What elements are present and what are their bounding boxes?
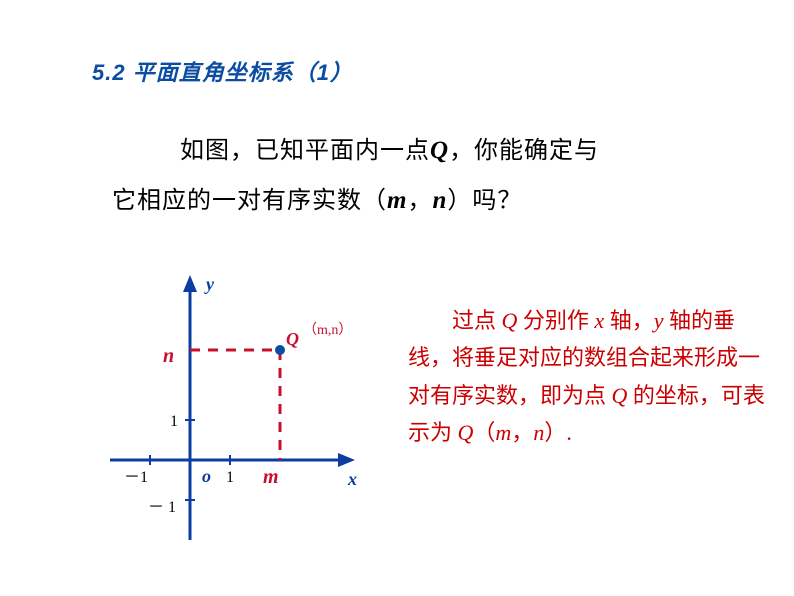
tick-label-yneg1: － 1 bbox=[148, 499, 176, 516]
y-axis-arrow bbox=[183, 275, 197, 292]
tick-label-xneg1: －1 bbox=[124, 469, 148, 486]
graph-svg: y x o Q （m,n） n m 1 －1 1 － 1 bbox=[110, 270, 390, 550]
exp-t3: 轴， bbox=[604, 308, 654, 333]
tick-label-y1: 1 bbox=[170, 413, 178, 430]
question-line-2: 它相应的一对有序实数（m，n）吗？ bbox=[112, 180, 522, 215]
exp-Q2: Q bbox=[612, 383, 628, 408]
n-label: n bbox=[163, 345, 174, 367]
origin-label: o bbox=[202, 466, 211, 486]
q2-post: ）吗？ bbox=[447, 188, 522, 214]
q1-pre: 如图，已知平面内一点 bbox=[180, 138, 430, 164]
exp-t7: ， bbox=[511, 420, 533, 445]
q2-n: n bbox=[432, 187, 447, 214]
point-coords-label: （m,n） bbox=[303, 322, 352, 338]
q2-m: m bbox=[387, 187, 407, 214]
page-title: 5.2 平面直角坐标系（1） bbox=[92, 55, 353, 87]
tick-label-x1: 1 bbox=[226, 469, 234, 486]
q1-Q: Q bbox=[430, 137, 449, 164]
q1-post: ，你能确定与 bbox=[449, 138, 599, 164]
exp-x: x bbox=[594, 308, 604, 333]
explanation-text: 过点 Q 分别作 x 轴，y 轴的垂线，将垂足对应的数组合起来形成一对有序实数，… bbox=[408, 302, 768, 452]
y-axis-label: y bbox=[204, 274, 215, 294]
x-axis-arrow bbox=[338, 453, 355, 467]
q2-comma: ， bbox=[407, 188, 432, 214]
exp-t6: （ bbox=[473, 420, 495, 445]
question-line-1: 如图，已知平面内一点Q，你能确定与 bbox=[180, 130, 599, 165]
exp-t8: ）. bbox=[544, 420, 572, 445]
coordinate-graph: y x o Q （m,n） n m 1 －1 1 － 1 bbox=[110, 270, 390, 550]
exp-n: n bbox=[533, 420, 544, 445]
exp-Q3: Q bbox=[458, 420, 474, 445]
point-q-label: Q bbox=[286, 329, 299, 349]
exp-t1: 过点 bbox=[452, 308, 502, 333]
m-label: m bbox=[263, 466, 279, 488]
q2-pre: 它相应的一对有序实数（ bbox=[112, 188, 387, 214]
point-q-dot bbox=[275, 345, 285, 355]
exp-m: m bbox=[495, 420, 511, 445]
x-axis-label: x bbox=[347, 469, 357, 489]
exp-Q1: Q bbox=[502, 308, 518, 333]
exp-t2: 分别作 bbox=[517, 308, 594, 333]
exp-y: y bbox=[654, 308, 664, 333]
